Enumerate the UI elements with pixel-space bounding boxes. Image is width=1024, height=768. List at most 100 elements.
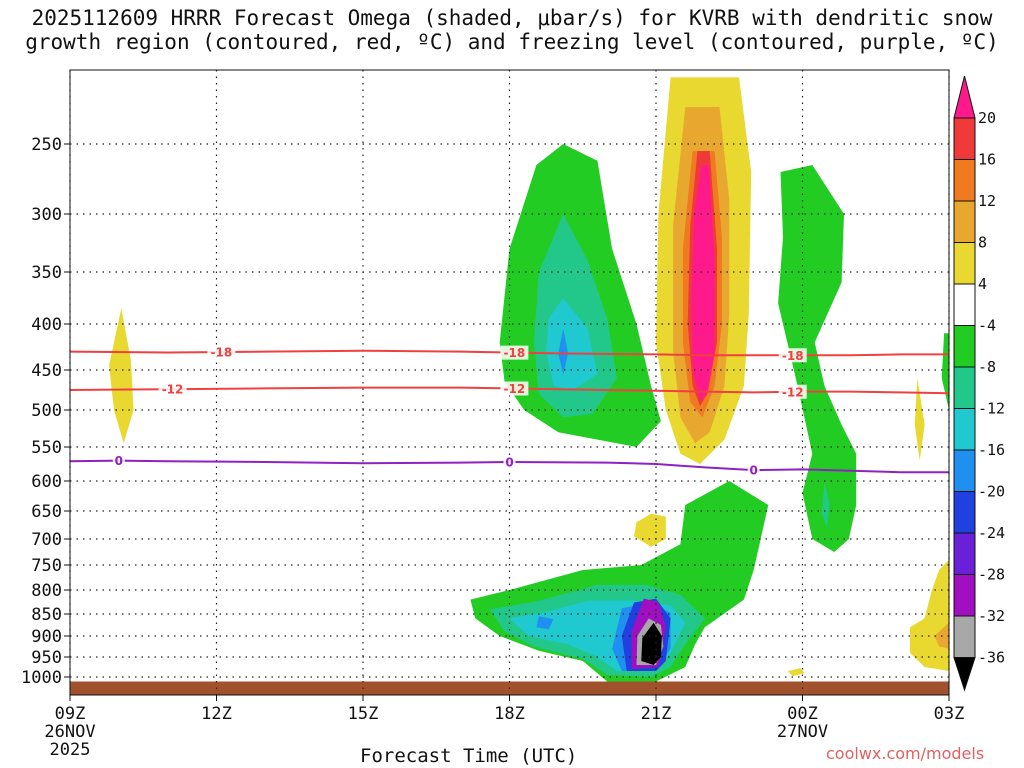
colorbar-label-5: -4 bbox=[978, 317, 996, 335]
pos-4-low-cloud-small bbox=[634, 513, 666, 547]
colorbar-swatch-2 bbox=[953, 159, 976, 202]
dgz-minus18-label-1: -18 bbox=[504, 346, 526, 360]
x-axis-label: Forecast Time (UTC) bbox=[360, 745, 578, 767]
colorbar-swatch-8 bbox=[953, 408, 976, 451]
site-credit: coolwx.com/models bbox=[826, 744, 985, 763]
colorbar-label-4: 4 bbox=[978, 275, 987, 293]
freezing-level-0-line bbox=[69, 459, 949, 474]
colorbar-swatch-7 bbox=[953, 366, 976, 409]
y-axis-pressure: 2503003504004505005506006507007508008509… bbox=[21, 135, 70, 688]
title-line-1: 2025112609 HRRR Forecast Omega (shaded, … bbox=[31, 6, 993, 30]
x-tick-year-09Z: 2025 bbox=[50, 740, 91, 760]
freezing-level-0-label-bg-1 bbox=[503, 454, 516, 469]
x-tick-label-12Z: 12Z bbox=[201, 704, 232, 724]
colorbar-swatch-6 bbox=[953, 325, 976, 368]
x-tick-date-00Z: 27NOV bbox=[777, 722, 828, 742]
y-tick-label-600: 600 bbox=[31, 472, 62, 492]
dgz-minus18-label-2: -18 bbox=[782, 349, 804, 363]
colorbar-label-3: 8 bbox=[978, 234, 987, 252]
dgz-minus12-label-1: -12 bbox=[504, 382, 526, 396]
dgz-minus18-label-bg-2 bbox=[778, 348, 807, 363]
pos-20-updraft-core bbox=[691, 165, 715, 401]
colorbar-label-8: -16 bbox=[978, 441, 1005, 459]
pos-4-east-low bbox=[909, 559, 949, 671]
y-tick-label-400: 400 bbox=[31, 315, 62, 335]
x-tick-label-18Z: 18Z bbox=[494, 704, 525, 724]
y-tick-label-450: 450 bbox=[31, 361, 62, 381]
freezing-level-0-label-2: 0 bbox=[749, 464, 757, 478]
colorbar-swatch-4 bbox=[953, 242, 976, 285]
y-tick-label-1000: 1000 bbox=[21, 668, 62, 688]
colorbar-label-2: 12 bbox=[978, 192, 996, 210]
y-tick-label-950: 950 bbox=[31, 648, 62, 668]
neg-12-upper-cell bbox=[546, 298, 598, 390]
pos-4-west-blob bbox=[109, 308, 134, 444]
chart-title: 2025112609 HRRR Forecast Omega (shaded, … bbox=[0, 6, 1024, 54]
dgz-minus12-label-bg-1 bbox=[500, 381, 529, 396]
colorbar-swatch-3 bbox=[953, 200, 976, 243]
colorbar-swatch-11 bbox=[953, 532, 976, 575]
colorbar-label-7: -12 bbox=[978, 400, 1005, 418]
y-tick-label-800: 800 bbox=[31, 581, 62, 601]
colorbar-swatch-9 bbox=[953, 449, 976, 492]
pos-4-tiny-dot bbox=[787, 668, 805, 677]
colorbar-bottom-arrow bbox=[953, 657, 976, 692]
colorbar-label-1: 16 bbox=[978, 151, 996, 169]
dgz-minus12-label-bg-2 bbox=[778, 384, 807, 399]
neg-36-core bbox=[641, 622, 662, 665]
neg-4-east-tower bbox=[778, 165, 857, 552]
y-tick-label-350: 350 bbox=[31, 263, 62, 283]
y-tick-label-300: 300 bbox=[31, 205, 62, 225]
colorbar-label-9: -20 bbox=[978, 483, 1005, 501]
x-tick-date-09Z: 26NOV bbox=[44, 722, 95, 742]
y-tick-label-250: 250 bbox=[31, 135, 62, 155]
neg-16-low-cloud bbox=[536, 616, 554, 630]
colorbar-label-13: -36 bbox=[978, 649, 1005, 667]
x-tick-label-00Z: 00Z bbox=[787, 704, 818, 724]
colorbar-swatch-1 bbox=[953, 117, 976, 160]
dgz-minus18-line bbox=[69, 349, 949, 357]
y-tick-label-500: 500 bbox=[31, 401, 62, 421]
colorbar-swatch-10 bbox=[953, 491, 976, 534]
temperature-contours: -18 -18 -18 -12 -12 -12 0 0 0 bbox=[69, 345, 950, 478]
colorbar-label-6: -8 bbox=[978, 358, 996, 376]
colorbar-label-11: -28 bbox=[978, 566, 1005, 584]
pos-4-east-small bbox=[914, 378, 925, 461]
x-tick-label-21Z: 21Z bbox=[641, 704, 672, 724]
x-tick-label-09Z: 09Z bbox=[55, 704, 86, 724]
y-tick-label-550: 550 bbox=[31, 438, 62, 458]
freezing-level-0-label-0: 0 bbox=[115, 454, 123, 468]
dgz-minus12-label-2: -12 bbox=[782, 385, 804, 399]
title-line-2: growth region (contoured, red, ºC) and f… bbox=[25, 30, 999, 54]
x-tick-label-03Z: 03Z bbox=[934, 704, 965, 724]
neg-16-upper-core bbox=[558, 328, 569, 375]
y-tick-label-850: 850 bbox=[31, 605, 62, 625]
colorbar-swatch-12 bbox=[953, 574, 976, 617]
y-tick-label-700: 700 bbox=[31, 530, 62, 550]
colorbar-swatch-13 bbox=[953, 615, 976, 658]
colorbar: 20 16 12 8 4 -4 -8 -12 -16 -20 -24 -28 -32 -36 bbox=[953, 75, 1005, 692]
dgz-minus18-label-bg-0 bbox=[207, 345, 236, 360]
freezing-level-0-label-bg-2 bbox=[747, 463, 760, 478]
dgz-minus18-label-bg-1 bbox=[500, 345, 529, 360]
y-tick-label-900: 900 bbox=[31, 627, 62, 647]
dgz-minus18-label-0: -18 bbox=[211, 346, 233, 360]
x-tick-label-15Z: 15Z bbox=[348, 704, 379, 724]
neg-8-east-streak bbox=[822, 481, 830, 528]
colorbar-top-arrow bbox=[953, 75, 976, 119]
omega-shading bbox=[70, 77, 949, 695]
colorbar-label-10: -24 bbox=[978, 524, 1005, 542]
freezing-level-0-label-bg-0 bbox=[112, 453, 125, 468]
dgz-minus12-label-bg-0 bbox=[158, 382, 187, 397]
freezing-level-0-label-1: 0 bbox=[505, 455, 513, 469]
dgz-minus12-label-0: -12 bbox=[162, 383, 184, 397]
dgz-minus12-line bbox=[69, 386, 950, 395]
colorbar-label-12: -32 bbox=[978, 607, 1005, 625]
y-tick-label-750: 750 bbox=[31, 556, 62, 576]
colorbar-swatch-5 bbox=[953, 283, 976, 326]
colorbar-label-0: 20 bbox=[978, 109, 996, 127]
y-tick-label-650: 650 bbox=[31, 502, 62, 522]
neg-4-east-edge bbox=[941, 333, 949, 410]
